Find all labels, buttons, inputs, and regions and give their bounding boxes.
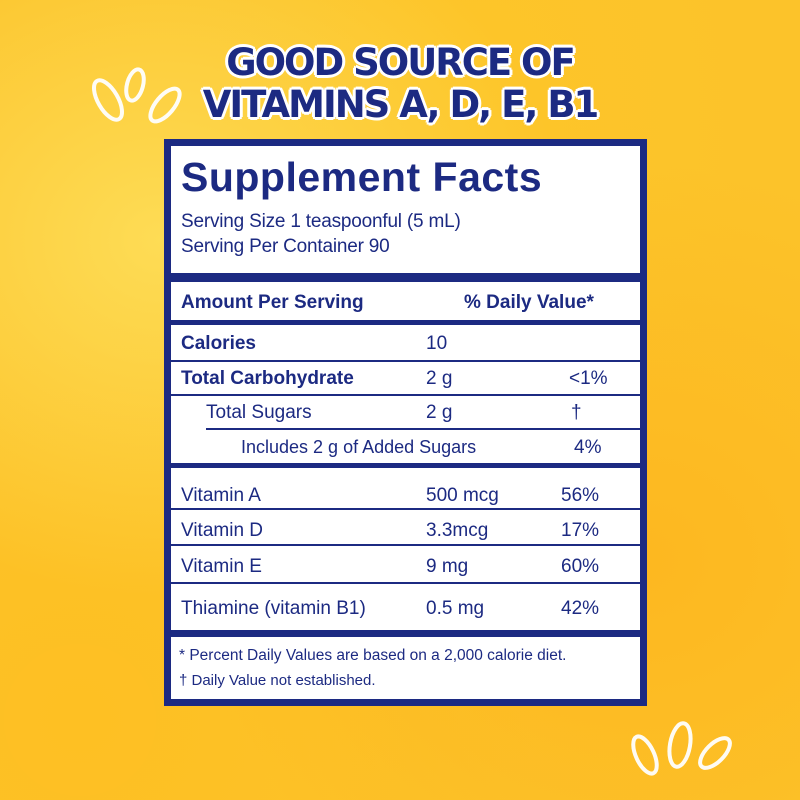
- row-divider: [171, 544, 640, 546]
- serving-size: Serving Size 1 teaspoonful (5 mL): [181, 211, 461, 232]
- row-name: Includes 2 g of Added Sugars: [241, 437, 477, 457]
- footnote-not-established: † Daily Value not established.: [179, 672, 376, 689]
- row-dv: 42%: [561, 598, 600, 619]
- thick-divider: [171, 273, 640, 282]
- row-amount: 0.5 mg: [426, 598, 485, 619]
- row-amount: 2 g: [426, 402, 453, 423]
- row-dv: 17%: [561, 520, 600, 541]
- row-amount: 500 mcg: [426, 485, 499, 506]
- row-name: Calories: [181, 333, 256, 354]
- row-dv: †: [571, 402, 582, 423]
- row-name: Thiamine (vitamin B1): [181, 598, 366, 619]
- row-name: Vitamin A: [181, 485, 261, 506]
- daily-value-header: % Daily Value*: [464, 292, 594, 313]
- row-name: Vitamin D: [181, 520, 264, 541]
- row-dv: <1%: [569, 368, 608, 389]
- row-name: Vitamin E: [181, 556, 262, 577]
- medium-divider: [171, 320, 640, 325]
- row-name: Total Carbohydrate: [181, 368, 354, 389]
- seed-icon: [631, 721, 732, 776]
- row-divider: [171, 360, 640, 362]
- row-amount: 3.3mcg: [426, 520, 489, 541]
- row-amount: 9 mg: [426, 556, 469, 577]
- panel-title: Supplement Facts: [181, 154, 543, 200]
- servings-per-container: Serving Per Container 90: [181, 236, 390, 257]
- thick-divider: [171, 630, 640, 637]
- row-divider: [206, 428, 647, 430]
- seed-icon: [92, 67, 182, 124]
- headline-line-2: VITAMINS A, D, E, B1: [202, 83, 600, 126]
- supplement-facts-panel: Supplement Facts Serving Size 1 teaspoon…: [164, 139, 647, 706]
- row-amount: 2 g: [426, 368, 453, 389]
- row-divider: [171, 394, 640, 396]
- row-dv: 60%: [561, 556, 600, 577]
- row-name: Total Sugars: [206, 402, 312, 423]
- amount-per-serving-header: Amount Per Serving: [181, 292, 364, 313]
- row-divider: [171, 582, 640, 584]
- row-amount: 10: [426, 333, 448, 354]
- headline-line-1: GOOD SOURCE OF: [226, 41, 576, 84]
- headline: GOOD SOURCE OF VITAMINS A, D, E, B1: [0, 42, 800, 126]
- medium-divider: [171, 463, 640, 468]
- row-dv: 56%: [561, 485, 600, 506]
- row-divider: [171, 508, 640, 510]
- footnote-daily-values: * Percent Daily Values are based on a 2,…: [179, 647, 567, 664]
- row-dv: 4%: [574, 437, 602, 458]
